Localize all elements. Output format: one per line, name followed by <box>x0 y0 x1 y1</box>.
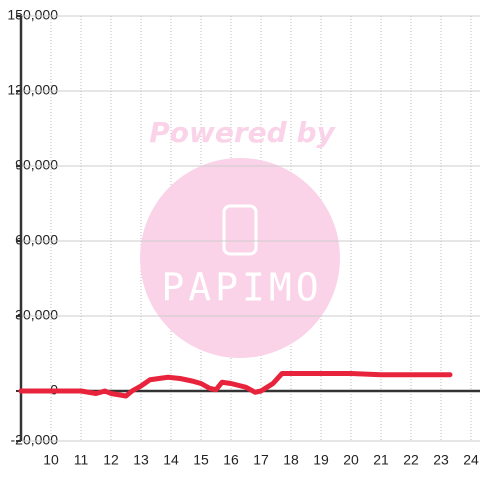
x-tick-label: 19 <box>313 452 329 468</box>
y-tick-label: 90,000 <box>15 157 58 173</box>
x-tick-label: 24 <box>463 452 479 468</box>
x-tick-label: 12 <box>103 452 119 468</box>
x-tick-label: 23 <box>433 452 449 468</box>
y-tick-label: 150,000 <box>7 7 58 23</box>
x-tick-label: 16 <box>223 452 239 468</box>
y-tick-label: -20,000 <box>11 432 59 448</box>
y-tick-label: 30,000 <box>15 307 58 323</box>
data-line <box>18 371 453 399</box>
watermark-icon <box>222 204 258 256</box>
x-tick-label: 18 <box>283 452 299 468</box>
x-tick-label: 22 <box>403 452 419 468</box>
x-tick-label: 15 <box>193 452 209 468</box>
x-tick-label: 13 <box>133 452 149 468</box>
x-tick-label: 11 <box>74 452 89 468</box>
x-tick-label: 20 <box>343 452 359 468</box>
watermark-circle <box>140 158 340 358</box>
x-tick-label: 10 <box>43 452 59 468</box>
watermark-text: Powered by <box>149 116 336 149</box>
y-tick-label: 60,000 <box>15 232 58 248</box>
x-tick-label: 21 <box>373 452 389 468</box>
x-tick-label: 14 <box>163 452 179 468</box>
x-tick-label: 17 <box>253 452 269 468</box>
watermark-logo: PAPIMO <box>161 266 322 310</box>
y-tick-label: 120,000 <box>7 82 58 98</box>
